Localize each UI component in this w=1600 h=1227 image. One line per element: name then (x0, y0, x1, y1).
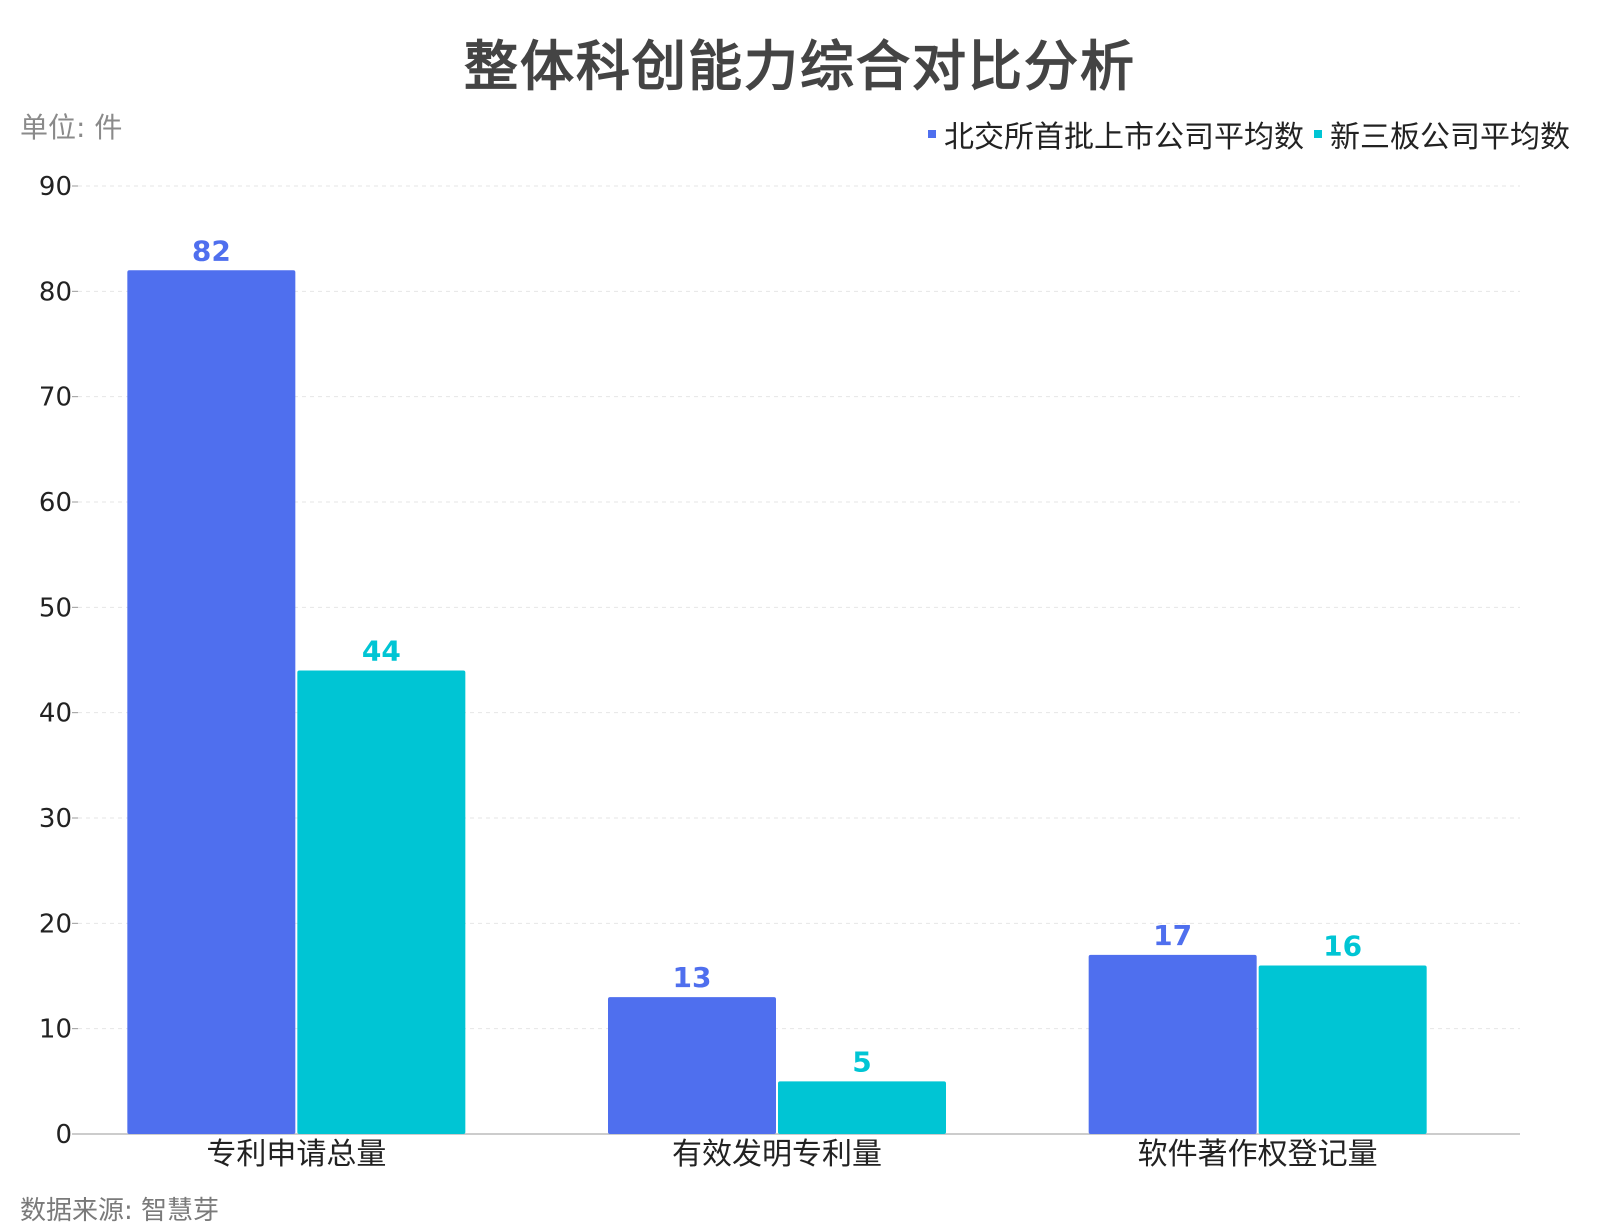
y-tick-label-70: 70 (39, 383, 72, 413)
chart-title: 整体科创能力综合对比分析 (464, 35, 1136, 98)
legend-swatch-series-1 (928, 130, 936, 138)
value-label-2-0: 17 (1153, 919, 1192, 952)
y-tick-label-60: 60 (39, 488, 72, 518)
bar-2-1 (1258, 965, 1427, 1134)
x-category-label-0: 专利申请总量 (206, 1137, 386, 1172)
legend-label-series-1: 北交所首批上市公司平均数 (944, 120, 1304, 155)
legend-item-series-2[interactable]: 新三板公司平均数 (1314, 112, 1570, 156)
data-source: 数据来源: 智慧芽 (20, 1196, 220, 1226)
value-label-1-0: 13 (673, 961, 712, 994)
value-label-1-1: 5 (852, 1045, 871, 1078)
x-category-label-2: 软件著作权登记量 (1138, 1137, 1378, 1172)
value-label-0-0: 82 (192, 234, 231, 267)
y-tick-label-40: 40 (39, 699, 72, 729)
legend-item-series-1[interactable]: 北交所首批上市公司平均数 (928, 112, 1304, 156)
unit-label: 单位: 件 (20, 111, 123, 144)
legend-swatch-series-2 (1314, 130, 1322, 138)
x-category-label-1: 有效发明专利量 (672, 1137, 882, 1172)
value-label-0-1: 44 (362, 635, 401, 668)
bar-1-0 (608, 997, 776, 1134)
bar-1-1 (778, 1081, 946, 1134)
value-label-2-1: 16 (1323, 929, 1362, 962)
y-tick-label-90: 90 (39, 172, 72, 202)
y-tick-label-10: 10 (39, 1015, 72, 1045)
y-tick-label-80: 80 (39, 277, 72, 307)
y-tick-label-30: 30 (39, 804, 72, 834)
y-tick-label-20: 20 (39, 909, 72, 939)
bar-2-0 (1088, 954, 1257, 1134)
legend: 北交所首批上市公司平均数 新三板公司平均数 (918, 112, 1570, 156)
bar-0-0 (127, 270, 296, 1134)
y-tick-label-50: 50 (39, 593, 72, 623)
bar-0-1 (297, 670, 466, 1134)
y-tick-label-0: 0 (55, 1120, 72, 1150)
legend-label-series-2: 新三板公司平均数 (1330, 120, 1570, 155)
